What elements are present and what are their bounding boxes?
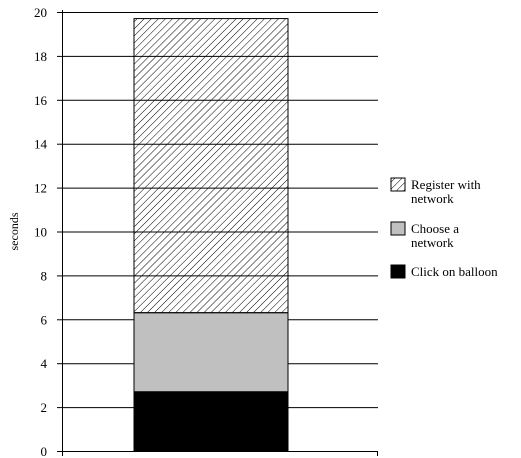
legend-label: network [411,191,454,206]
y-tick-label: 14 [34,137,48,152]
y-axis-label: seconds [7,212,21,250]
y-tick-label: 8 [41,268,48,283]
bar-segment [133,312,289,393]
bar-segment [133,18,289,314]
y-tick-label: 18 [34,49,47,64]
bar-stack [133,18,289,452]
y-tick-label: 16 [34,93,48,108]
y-tick-label: 6 [41,312,48,327]
bar-segment [133,391,289,452]
y-tick-label: 10 [34,225,47,240]
legend-swatch [390,221,406,236]
y-tick-label: 0 [41,444,48,458]
legend-label: Choose a [411,221,459,236]
legend-label: Click on balloon [411,264,498,279]
y-tick-label: 2 [41,400,48,415]
legend-label: network [411,235,454,250]
y-tick-label: 12 [34,181,47,196]
y-axis [57,10,378,456]
legend-label: Register with [411,177,481,192]
legend-swatch [390,177,406,192]
y-tick-label: 20 [34,5,47,20]
legend-item: Click on balloon [390,264,498,279]
legend-swatch [390,264,406,279]
y-tick-label: 4 [41,356,48,371]
y-tick-labels: 0 2 4 6 8 10 12 14 16 18 20 [34,5,62,458]
